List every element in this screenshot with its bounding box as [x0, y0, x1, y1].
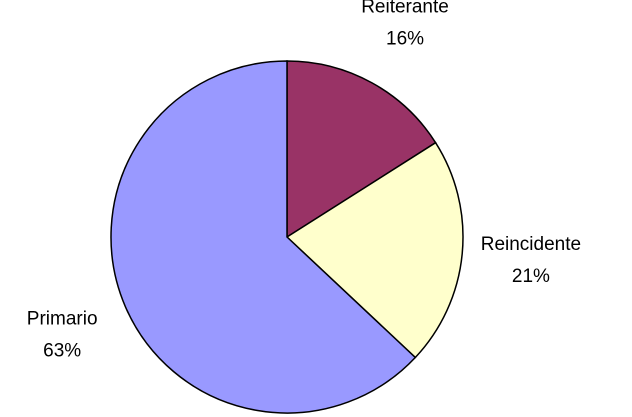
- slice-value-label: 63%: [43, 340, 81, 361]
- slice-value-label: 16%: [386, 28, 424, 49]
- pie-slice: [286, 60, 437, 239]
- pie-slice: [285, 141, 464, 359]
- slice-label: Primario: [27, 308, 98, 329]
- pie-slice: [110, 60, 417, 414]
- slice-label: Reincidente: [481, 234, 581, 255]
- slice-label: Reiterante: [361, 0, 449, 17]
- slice-value-label: 21%: [512, 266, 550, 287]
